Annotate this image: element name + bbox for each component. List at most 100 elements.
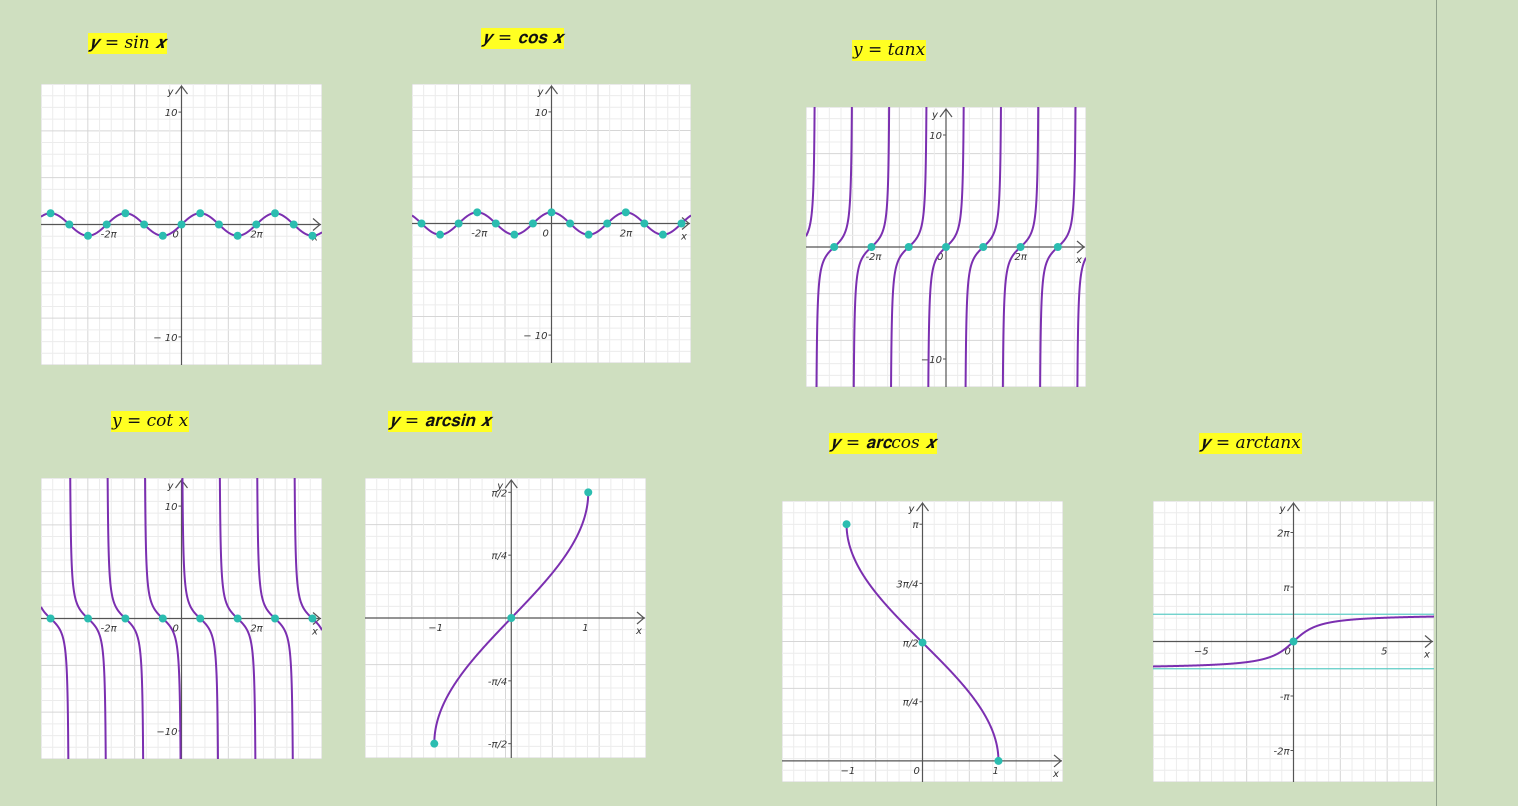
y-axis-arrow xyxy=(939,108,953,118)
x-tick-label: −5 xyxy=(1194,647,1209,658)
data-point xyxy=(83,231,92,240)
x-tick-label: 1 xyxy=(992,766,998,777)
x-tick-label: 0 xyxy=(173,230,179,241)
data-point xyxy=(430,739,439,748)
y-tick-label: 3π/4 xyxy=(896,579,918,590)
x-tick-label: 0 xyxy=(914,766,920,777)
x-axis-label: x xyxy=(311,627,318,638)
x-tick-label: 2π xyxy=(1015,252,1028,263)
x-tick-label: 0 xyxy=(937,252,943,263)
data-point xyxy=(1289,637,1298,646)
y-tick-label: π xyxy=(912,520,919,531)
data-point xyxy=(566,219,575,228)
data-point xyxy=(830,243,839,251)
title-arctan: 𝒚 = arctanx xyxy=(1199,433,1302,454)
page-divider-line xyxy=(1436,0,1437,806)
x-axis-label: x xyxy=(680,232,687,243)
x-axis-arrow xyxy=(1076,240,1085,254)
data-point xyxy=(528,219,537,228)
data-point xyxy=(177,220,186,229)
y-axis-arrow xyxy=(1287,502,1300,512)
data-point xyxy=(491,219,500,228)
plot-arcsin: x y −1 1 π/2 π/4 -π/4 -π/2 xyxy=(365,478,646,758)
data-point xyxy=(918,638,927,647)
x-tick-label: −1 xyxy=(841,766,856,777)
x-axis-label: x xyxy=(635,626,642,637)
y-tick-label: -2π xyxy=(1274,746,1291,757)
data-point xyxy=(308,614,317,623)
x-tick-label: 0 xyxy=(173,624,179,635)
y-tick-label: -π/2 xyxy=(488,740,507,751)
title-arccos: 𝒚 = 𝐚𝐫𝐜cos 𝒙 xyxy=(829,433,938,454)
arccos-graph-svg: x y −1 0 1 π 3π/4 π/2 π/4 xyxy=(782,501,1063,782)
data-point xyxy=(507,614,516,622)
y-axis-arrow xyxy=(504,479,518,489)
data-point xyxy=(621,208,630,217)
data-point xyxy=(473,208,482,217)
data-point xyxy=(640,219,649,228)
title-cot: 𝑦 = cot 𝑥 xyxy=(111,411,190,432)
y-axis-label: y xyxy=(908,504,916,515)
plot-tan: x y -2π 0 2π 10 −10 xyxy=(806,107,1086,387)
y-axis-label: y xyxy=(167,481,175,492)
data-point xyxy=(196,209,205,218)
y-tick-label: π xyxy=(1283,583,1290,594)
y-axis-label: y xyxy=(167,87,175,98)
y-tick-label: -π xyxy=(1280,692,1291,703)
data-point xyxy=(677,219,686,228)
data-point xyxy=(658,230,667,239)
plot-cos: x y -2π 0 2π 10 − 10 xyxy=(412,84,691,363)
y-axis-arrow xyxy=(175,85,188,95)
y-axis-label: y xyxy=(537,87,545,98)
grid xyxy=(365,478,646,758)
data-point xyxy=(46,614,55,623)
x-tick-label: 2π xyxy=(250,624,263,635)
y-tick-label: − 10 xyxy=(153,333,177,344)
y-tick-label: 2π xyxy=(1277,529,1290,540)
data-point xyxy=(271,614,280,623)
data-point xyxy=(994,756,1003,765)
y-tick-label: π/4 xyxy=(903,698,919,709)
data-point xyxy=(233,614,242,623)
data-point xyxy=(158,614,167,623)
title-tan: 𝑦 = 𝑡𝑎𝑛𝑥 xyxy=(852,40,927,61)
y-tick-label: 10 xyxy=(165,108,178,119)
x-axis-arrow xyxy=(1424,635,1433,648)
tan-graph-svg: x y -2π 0 2π 10 −10 xyxy=(806,107,1086,387)
y-tick-label: π/4 xyxy=(492,551,508,562)
data-point xyxy=(904,243,913,251)
data-point xyxy=(308,231,317,240)
arcsin-graph-svg: x y −1 1 π/2 π/4 -π/4 -π/2 xyxy=(365,478,646,758)
y-tick-label: 10 xyxy=(929,131,942,142)
x-axis-arrow xyxy=(312,218,321,231)
data-point xyxy=(603,219,612,228)
x-axis-label: x xyxy=(1052,769,1059,780)
plot-arctan: x y −5 0 5 2π π -π -2π xyxy=(1153,501,1434,782)
title-arcsin: 𝒚 = 𝐚𝐫𝐜𝐬𝐢𝐧 𝒙 xyxy=(388,411,493,432)
data-point xyxy=(233,231,242,240)
title-sin: 𝒚 = sin 𝒙 xyxy=(88,33,167,54)
cot-graph-svg: x y -2π 0 2π 10 −10 xyxy=(41,478,322,759)
data-point xyxy=(46,209,55,218)
y-axis-label: y xyxy=(496,481,504,492)
data-point xyxy=(454,219,463,228)
y-axis-label: y xyxy=(1279,504,1287,515)
data-point xyxy=(979,243,988,251)
y-tick-label: 10 xyxy=(535,108,548,119)
data-point xyxy=(417,219,426,228)
y-tick-label: π/2 xyxy=(903,639,919,650)
data-point xyxy=(121,614,130,623)
x-tick-label: 5 xyxy=(1381,647,1387,658)
data-point xyxy=(102,220,111,229)
x-tick-label: 1 xyxy=(582,623,588,634)
data-point xyxy=(252,220,261,229)
x-tick-label: -2π xyxy=(471,229,488,240)
x-tick-label: 0 xyxy=(1285,647,1291,658)
y-tick-label: 10 xyxy=(165,502,178,513)
plot-arccos: x y −1 0 1 π 3π/4 π/2 π/4 xyxy=(782,501,1063,782)
data-point xyxy=(842,520,851,529)
y-tick-label: π/2 xyxy=(492,488,508,499)
x-tick-label: 2π xyxy=(250,230,263,241)
data-point xyxy=(158,231,167,240)
